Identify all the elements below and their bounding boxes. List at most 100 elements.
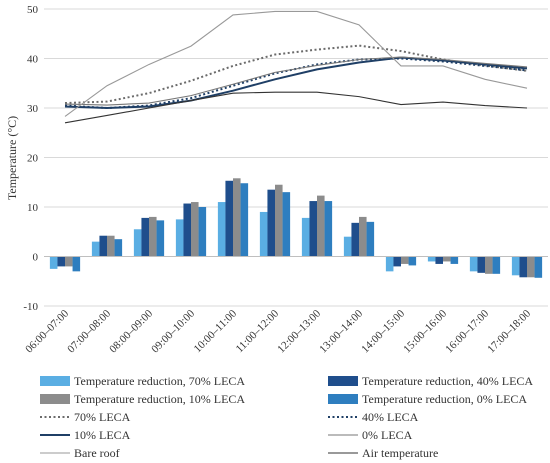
series-lines [64, 10, 528, 124]
x-tick-label: 07:00–08:00 [65, 307, 113, 355]
bar [72, 256, 81, 272]
legend-entry: Bare roof [40, 446, 120, 460]
bar [443, 256, 451, 262]
legend-entry: Temperature reduction, 0% LECA [328, 392, 527, 406]
series-line [64, 57, 528, 110]
x-tick-label: 06:00–07:00 [23, 307, 71, 355]
bar [485, 256, 493, 274]
x-tick-label: 11:00–12:00 [234, 307, 282, 355]
bar [385, 256, 394, 272]
bar [198, 207, 207, 257]
x-tick-label: 10:00–11:00 [192, 307, 240, 355]
legend-label: 70% LECA [74, 410, 131, 424]
legend-label: Temperature reduction, 10% LECA [74, 392, 245, 406]
x-tick-label: 09:00–10:00 [149, 307, 197, 355]
legend-label: Temperature reduction, 0% LECA [362, 392, 527, 406]
legend-swatch [40, 394, 70, 404]
bar [91, 241, 100, 257]
bar [317, 195, 325, 257]
bar [469, 256, 478, 272]
bar [427, 256, 436, 262]
x-tick-label: 13:00–14:00 [317, 307, 365, 355]
bar [57, 256, 65, 267]
bar [149, 216, 157, 257]
bar [343, 236, 352, 257]
bar [511, 256, 520, 276]
x-tick-label: 16:00–17:00 [443, 307, 491, 355]
bar [393, 256, 401, 267]
bar [114, 239, 123, 257]
legend-entry: Air temperature [328, 446, 438, 460]
y-tick-label: -10 [23, 301, 38, 313]
x-tick-label: 08:00–09:00 [107, 307, 155, 355]
bar [233, 178, 241, 257]
bar [225, 180, 233, 257]
y-tick-label: 40 [27, 54, 39, 66]
bar [259, 211, 268, 257]
bar [99, 235, 107, 257]
bar [49, 256, 58, 269]
bar [183, 203, 191, 257]
legend: Temperature reduction, 70% LECA Temperatu… [40, 374, 533, 460]
series-line [64, 56, 528, 110]
bar [275, 184, 283, 257]
bar [141, 217, 149, 257]
bar [267, 189, 275, 257]
y-axis-title: Temperature (°C) [5, 116, 19, 200]
legend-label: Temperature reduction, 70% LECA [74, 374, 245, 388]
bar [156, 220, 165, 257]
y-tick-label: 30 [27, 103, 39, 115]
legend-label: 40% LECA [362, 410, 419, 424]
bar [301, 217, 310, 257]
y-tick-label: 0 [33, 252, 39, 264]
bar [534, 256, 543, 278]
bar [359, 216, 367, 257]
x-tick-label: 14:00–15:00 [359, 307, 407, 355]
series-line [64, 91, 528, 124]
y-tick-label: 20 [27, 153, 39, 165]
legend-entry: 10% LECA [40, 428, 131, 442]
bar [450, 256, 459, 264]
bar [65, 256, 73, 267]
legend-label: 10% LECA [74, 428, 131, 442]
bar [492, 256, 501, 274]
legend-label: Temperature reduction, 40% LECA [362, 374, 533, 388]
bar [408, 256, 417, 266]
bar [519, 256, 527, 278]
bar [217, 202, 226, 257]
bar [282, 192, 291, 257]
legend-entry: 40% LECA [328, 410, 419, 424]
bar [191, 202, 199, 257]
bar [175, 219, 184, 257]
bar [401, 256, 409, 264]
bar [133, 229, 142, 257]
x-tick-label: 12:00–13:00 [275, 307, 323, 355]
bar [351, 222, 359, 257]
y-tick-label: 50 [27, 4, 39, 16]
series-line [64, 10, 528, 117]
bar [240, 183, 249, 257]
legend-swatch [40, 376, 70, 386]
legend-entry: Temperature reduction, 10% LECA [40, 392, 245, 406]
legend-entry: 70% LECA [40, 410, 131, 424]
legend-label: Air temperature [362, 446, 438, 460]
legend-entry: 0% LECA [328, 428, 413, 442]
series-line [64, 56, 528, 106]
legend-entry: Temperature reduction, 40% LECA [328, 374, 533, 388]
bar [107, 235, 115, 257]
bar [324, 201, 333, 257]
bar [366, 221, 375, 257]
bar [435, 256, 443, 264]
legend-swatch [328, 376, 358, 386]
legend-entry: Temperature reduction, 70% LECA [40, 374, 245, 388]
legend-label: 0% LECA [362, 428, 413, 442]
x-tick-label: 15:00–16:00 [401, 307, 449, 355]
bars [49, 178, 543, 278]
bar [527, 256, 535, 278]
bar [309, 201, 317, 257]
legend-swatch [328, 394, 358, 404]
bar [477, 256, 485, 273]
legend-label: Bare roof [74, 446, 120, 460]
x-tick-label: 17:00–18:00 [485, 307, 533, 355]
